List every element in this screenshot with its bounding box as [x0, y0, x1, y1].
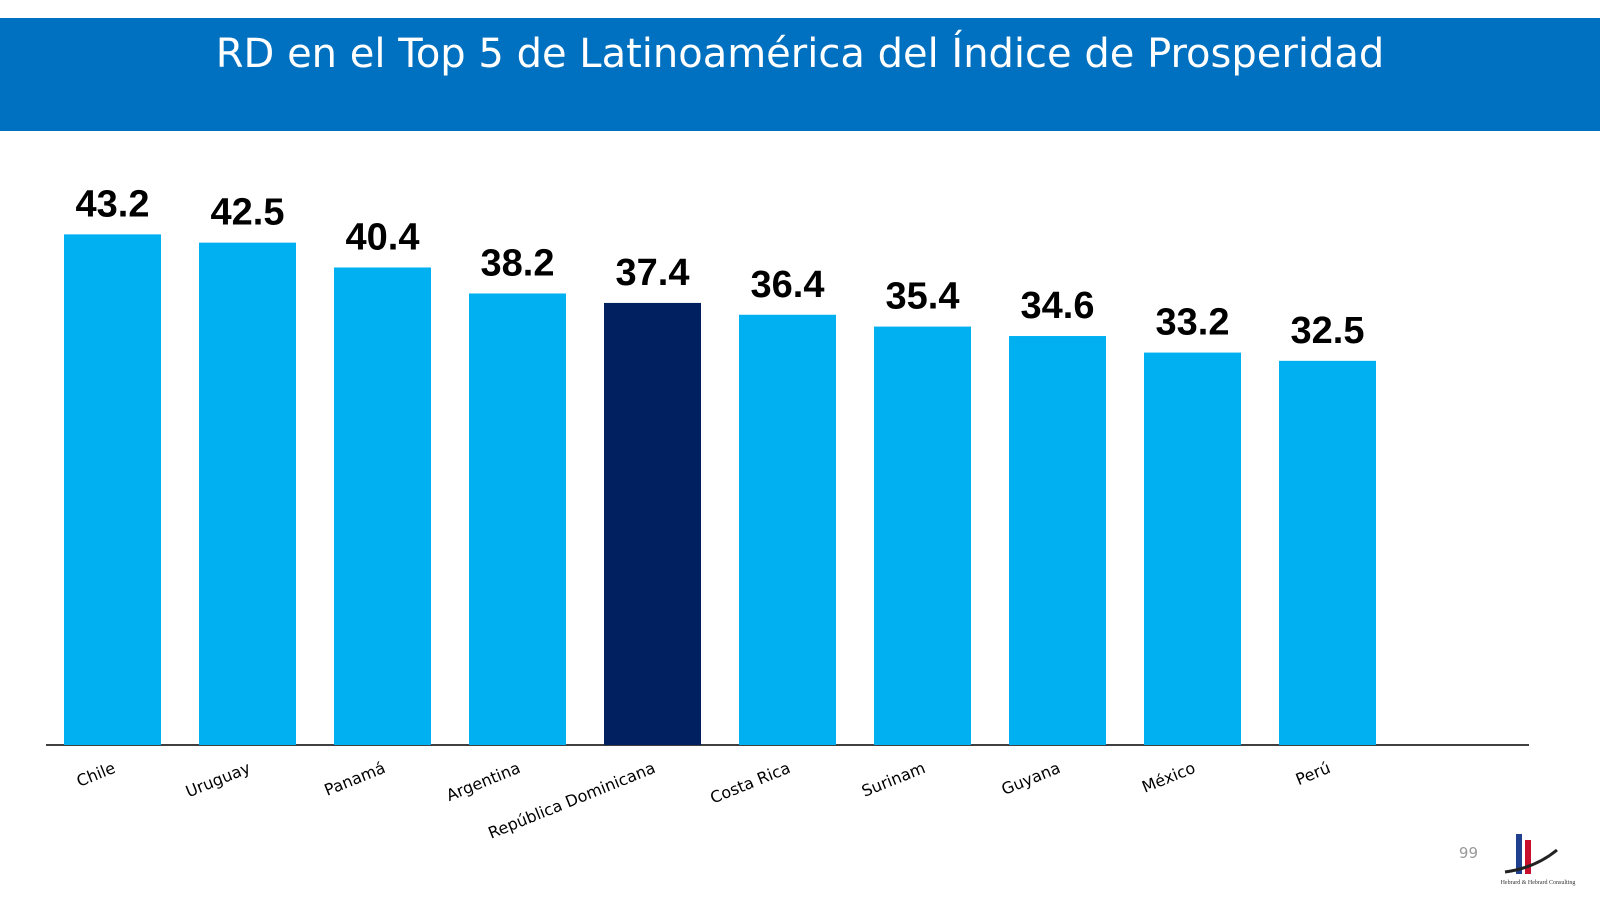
bar [334, 267, 431, 745]
x-tick-label: Guyana [999, 758, 1063, 799]
x-tick-label: Chile [74, 758, 118, 791]
bar [604, 302, 701, 745]
bar [739, 314, 836, 745]
value-label: 35.4 [886, 276, 960, 318]
value-label: 42.5 [211, 192, 285, 234]
value-label: 33.2 [1156, 302, 1230, 344]
x-tick-label: Panamá [321, 758, 388, 800]
bar [1279, 360, 1376, 745]
value-label: 38.2 [481, 242, 555, 284]
x-tick-label: Uruguay [183, 758, 253, 801]
value-label: 37.4 [616, 252, 690, 294]
bar [1144, 352, 1241, 745]
bar [874, 326, 971, 745]
value-label: 43.2 [76, 183, 150, 225]
logo-text: Hebrard & Hebrard Consulting [1501, 880, 1576, 886]
page-number: 99 [1459, 844, 1478, 862]
bar [64, 234, 161, 745]
logo-swoosh [1504, 848, 1558, 874]
logo-shape [1516, 834, 1522, 874]
x-tick-label: México [1139, 758, 1198, 797]
value-label: 32.5 [1291, 310, 1365, 352]
x-tick-label: Argentina [444, 758, 523, 805]
bar [469, 293, 566, 745]
header-band [0, 18, 1600, 131]
x-tick-label: Surinam [859, 758, 928, 801]
x-tick-label: Costa Rica [707, 758, 793, 807]
value-label: 36.4 [751, 264, 825, 306]
logo: Hebrard & Hebrard Consulting [1501, 834, 1576, 886]
value-label: 40.4 [346, 216, 420, 258]
value-label: 34.6 [1021, 285, 1095, 327]
bar [199, 242, 296, 745]
x-tick-label: Perú [1293, 758, 1333, 789]
chart-title: RD en el Top 5 de Latinoamérica del Índi… [216, 29, 1384, 77]
bar [1009, 336, 1106, 745]
logo-shape [1525, 840, 1531, 874]
